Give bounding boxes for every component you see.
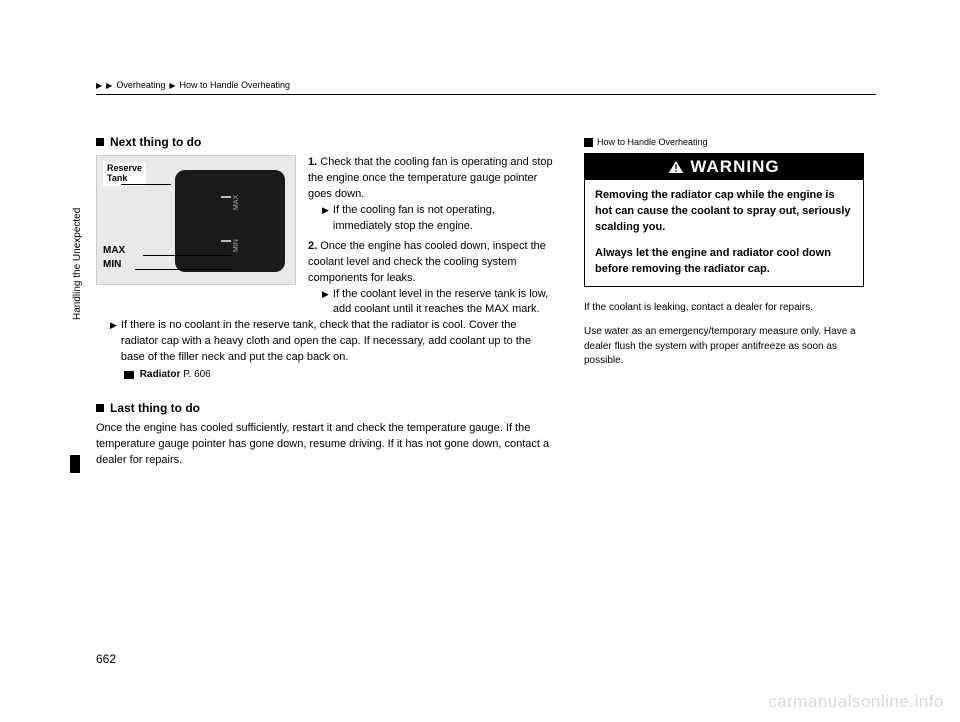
- step-number: 2.: [308, 240, 317, 252]
- triangle-icon: ▶: [106, 81, 112, 90]
- sub-arrow-icon: ▶: [322, 203, 329, 235]
- warning-box: WARNING Removing the radiator cap while …: [584, 153, 864, 287]
- warning-paragraph: Always let the engine and radiator cool …: [595, 246, 853, 278]
- page-content: ▶ ▶ Overheating ▶ How to Handle Overheat…: [96, 80, 876, 469]
- leader-line: [121, 184, 171, 185]
- section-title: Next thing to do: [110, 135, 201, 149]
- tank-shape: MAX MIN: [175, 170, 285, 272]
- max-mark: [221, 196, 231, 198]
- reserve-tank-illustration: Reserve Tank MAX MIN MAX MIN: [96, 155, 296, 285]
- ref-page: P. 606: [183, 369, 211, 380]
- breadcrumb-item: How to Handle Overheating: [180, 80, 291, 90]
- section-tab-label: Handling the Unexpected: [72, 208, 83, 320]
- max-mark-label: MAX: [233, 195, 240, 210]
- info-icon: [584, 138, 593, 147]
- warning-body: Removing the radiator cap while the engi…: [585, 180, 863, 286]
- warning-paragraph: Removing the radiator cap while the engi…: [595, 188, 853, 236]
- section-heading: Next thing to do: [96, 135, 556, 149]
- min-mark: [221, 240, 231, 242]
- warning-title: WARNING: [690, 157, 779, 177]
- header-rule: [96, 94, 876, 95]
- leader-line: [143, 255, 231, 256]
- triangle-icon: ▶: [96, 81, 102, 90]
- side-notes: If the coolant is leaking, contact a dea…: [584, 301, 864, 369]
- note-paragraph: If the coolant is leaking, contact a dea…: [584, 301, 864, 316]
- main-column: Next thing to do Reserve Tank MAX MIN MA: [96, 135, 556, 469]
- sub-text: If there is no coolant in the reserve ta…: [121, 318, 556, 366]
- step-sub: ▶ If there is no coolant in the reserve …: [96, 318, 556, 366]
- square-bullet-icon: [96, 138, 104, 146]
- triangle-icon: ▶: [169, 81, 175, 90]
- page-number: 662: [96, 652, 116, 666]
- step-sub: ▶ If the coolant level in the reserve ta…: [308, 287, 556, 319]
- sub-text: If the coolant level in the reserve tank…: [333, 287, 556, 319]
- step-text: Once the engine has cooled down, inspect…: [308, 240, 546, 284]
- sub-arrow-icon: ▶: [110, 318, 117, 366]
- breadcrumb: ▶ ▶ Overheating ▶ How to Handle Overheat…: [96, 80, 876, 90]
- section-tab-marker: [70, 455, 80, 473]
- min-label: MIN: [103, 259, 121, 270]
- side-heading-text: How to Handle Overheating: [597, 137, 708, 147]
- side-column: How to Handle Overheating WARNING Removi…: [584, 135, 864, 469]
- callout-label: Reserve Tank: [103, 162, 146, 186]
- sub-text: If the cooling fan is not operating, imm…: [333, 203, 556, 235]
- ref-label: Radiator: [140, 369, 181, 380]
- figure: Reserve Tank MAX MIN MAX MIN: [96, 155, 296, 285]
- min-mark-label: MIN: [233, 239, 240, 252]
- step-text: Check that the cooling fan is operating …: [308, 156, 553, 200]
- warning-header: WARNING: [585, 154, 863, 180]
- warning-triangle-icon: [668, 160, 684, 174]
- watermark: carmanualsonline.info: [768, 692, 944, 712]
- section-title: Last thing to do: [110, 401, 200, 415]
- book-icon: [124, 371, 134, 379]
- leader-line: [135, 269, 231, 270]
- section-heading: Last thing to do: [96, 401, 556, 415]
- max-label: MAX: [103, 245, 125, 256]
- sub-arrow-icon: ▶: [322, 287, 329, 319]
- body-text: Once the engine has cooled sufficiently,…: [96, 421, 556, 469]
- step-number: 1.: [308, 156, 317, 168]
- side-heading: How to Handle Overheating: [584, 137, 864, 147]
- step-sub: ▶ If the cooling fan is not operating, i…: [308, 203, 556, 235]
- square-bullet-icon: [96, 404, 104, 412]
- breadcrumb-item: Overheating: [116, 80, 165, 90]
- note-paragraph: Use water as an emergency/temporary meas…: [584, 325, 864, 369]
- cross-reference: Radiator P. 606: [96, 368, 556, 383]
